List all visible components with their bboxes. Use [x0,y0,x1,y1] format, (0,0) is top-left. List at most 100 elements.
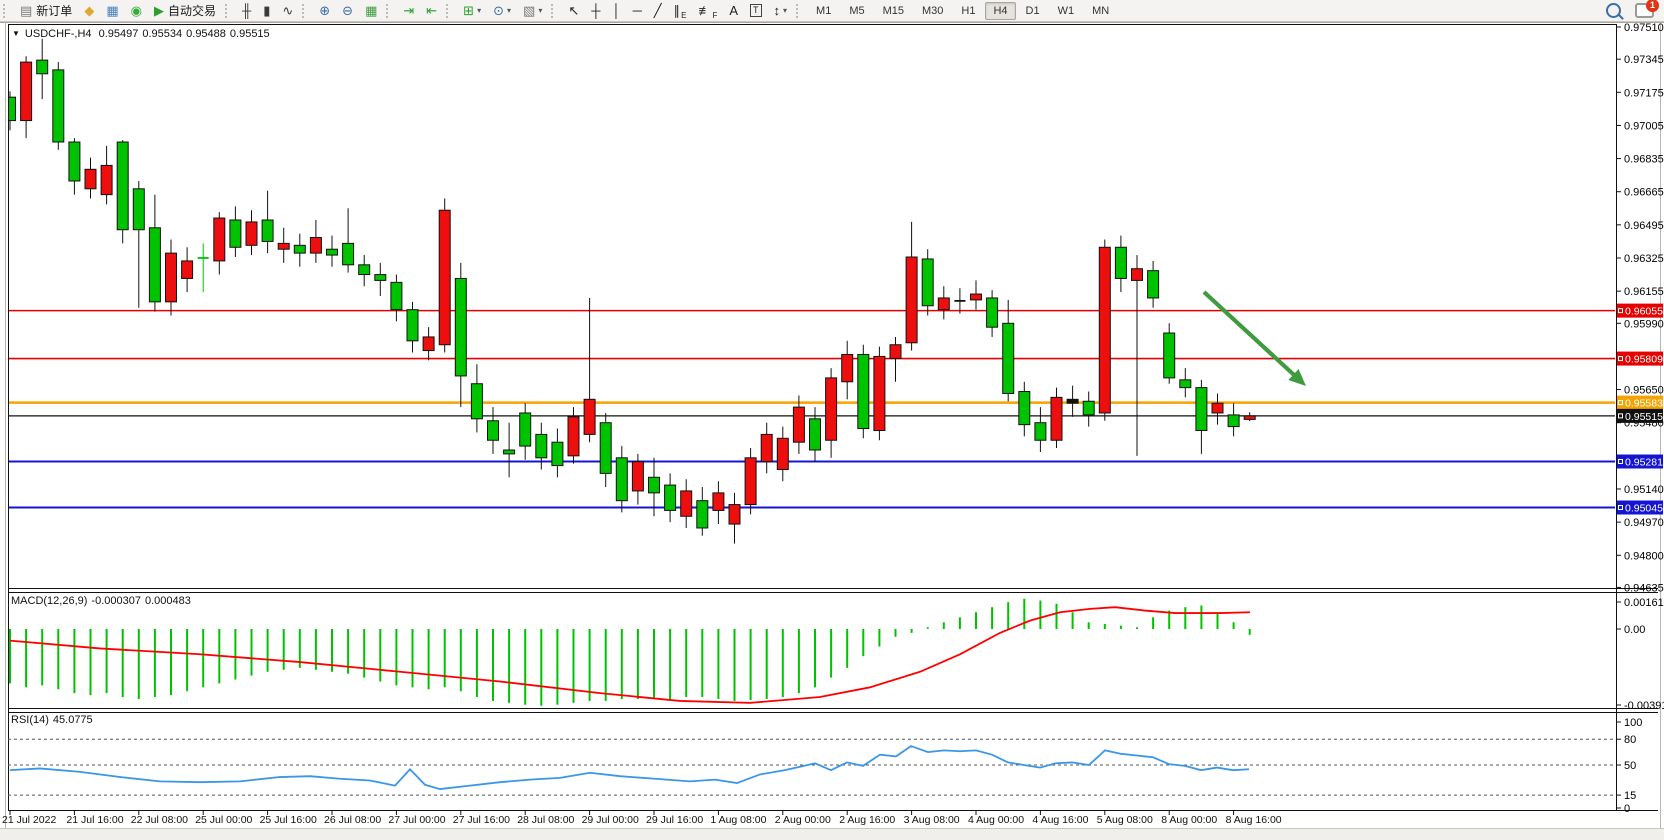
svg-text:8 Aug 00:00: 8 Aug 00:00 [1161,814,1217,826]
toolbar-right: 1 [1606,0,1664,18]
svg-text:2 Aug 16:00: 2 Aug 16:00 [839,814,895,826]
svg-text:8 Aug 16:00: 8 Aug 16:00 [1226,814,1282,826]
svg-text:29 Jul 16:00: 29 Jul 16:00 [646,814,703,826]
text-label-button[interactable]: T [745,0,767,21]
templates-dropdown-icon[interactable]: ▾ [538,6,543,15]
zoom-out-button[interactable]: ⊖ [337,0,358,21]
svg-text:0.95281: 0.95281 [1625,456,1663,468]
auto-scroll-icon: ⇥ [403,3,415,18]
toolbar-grip [796,3,803,18]
timeframe-h4-button[interactable]: H4 [985,1,1016,20]
svg-text:21 Jul 16:00: 21 Jul 16:00 [66,814,123,826]
periods-button[interactable]: ⊙ ▾ [488,0,516,21]
zoom-in-icon: ⊕ [319,3,331,18]
horizontal-line-objects[interactable] [8,309,1616,509]
line-chart-mode-button[interactable]: ∿ [277,0,298,21]
timeframe-m5-button[interactable]: M5 [849,4,865,17]
signals-button[interactable]: ◉ [126,0,147,21]
svg-text:0.95583: 0.95583 [1625,398,1663,410]
timeframe-m1-button[interactable]: M1 [816,4,832,17]
equidistant-channel-letter: E [681,11,687,20]
toolbar-groups: ▤ 新订单 ◆ ▦ ◉ ▶ 自动交易 ╫ ▮ ∿ ⊕ ⊖ ▦ ⇥ ⇤ ⊞ ▾ ⊙ ▾ ▧ ▾ ↖ ┼ │ ─ ╱ ∥ E ≢ F A T ↕ ▾ M… [0,0,1118,21]
ohlc-close: 0.95515 [229,28,270,40]
indicators-dropdown-icon[interactable]: ▾ [477,6,482,15]
time-axis: 21 Jul 2022 21 Jul 16:00 22 Jul 08:00 25 Ju… [2,810,1282,826]
autotrading-button[interactable]: ▶ 自动交易 [149,0,221,21]
macd-indicator-label: MACD(12,26,9) -0.000307 0.000483 [11,595,191,607]
svg-text:0.00: 0.00 [1624,624,1645,636]
svg-text:-0.00391: -0.00391 [1624,700,1664,712]
equidistant-channel-button[interactable]: ∥ E [669,0,692,21]
svg-text:3 Aug 08:00: 3 Aug 08:00 [904,814,960,826]
toolbar-grip [302,3,309,18]
cursor-button[interactable]: ↖ [563,0,584,21]
price-badge: 0.96055 [1617,303,1663,318]
timeframe-w1-button[interactable]: W1 [1057,4,1075,17]
trend-arrow-object[interactable] [1202,290,1306,386]
bar-chart-mode-button[interactable]: ╫ [237,0,256,21]
horizontal-line-button[interactable]: ─ [628,0,647,21]
chat-icon[interactable]: 1 [1635,0,1659,18]
svg-text:0.96155: 0.96155 [1624,286,1664,298]
svg-text:26 Jul 08:00: 26 Jul 08:00 [324,814,381,826]
svg-text:0: 0 [1624,803,1630,815]
cursor-icon: ↖ [568,3,580,18]
text-button[interactable]: A [724,0,743,21]
svg-text:0.95809: 0.95809 [1625,354,1663,366]
fibonacci-button[interactable]: ≢ F [693,0,722,21]
new-order-button[interactable]: ▤ 新订单 [15,0,77,21]
arrows-tool-button[interactable]: ↕ ▾ [769,0,793,21]
gold-diamond-icon: ◆ [84,3,95,18]
tile-windows-button[interactable]: ▦ [360,0,382,21]
svg-text:50: 50 [1624,760,1636,772]
crosshair-button[interactable]: ┼ [586,0,605,21]
svg-text:22 Jul 08:00: 22 Jul 08:00 [131,814,188,826]
auto-scroll-button[interactable]: ⇥ [398,0,419,21]
toolbar-grip [224,3,232,18]
svg-text:0.00161: 0.00161 [1624,597,1664,609]
clock-icon: ⊙ [493,3,504,18]
svg-text:0.95990: 0.95990 [1624,318,1664,330]
toolbar-grip [551,3,558,18]
rsi-panel[interactable]: 100 80 50 150 [8,717,1642,815]
price-badge: 0.95045 [1617,500,1663,515]
price-badge: 0.95583 [1617,395,1663,410]
arrows-tool-dropdown-icon[interactable]: ▾ [783,6,788,15]
timeframe-m30-button[interactable]: M30 [922,4,944,17]
hline-icon: ─ [632,3,642,18]
collapse-icon[interactable]: ▼ [12,29,20,38]
zoom-in-button[interactable]: ⊕ [314,0,335,21]
timeframe-d1-button[interactable]: D1 [1025,4,1040,17]
chart-title: ▼ USDCHF-,H4 0.95497 0.95534 0.95488 0.95515 [12,28,274,40]
macd-panel[interactable]: 0.00161 0.00 -0.00391 [9,597,1664,712]
svg-text:27 Jul 00:00: 27 Jul 00:00 [388,814,445,826]
svg-text:5 Aug 08:00: 5 Aug 08:00 [1097,814,1153,826]
toolbar-grip [3,3,10,18]
metaquotes-button[interactable]: ◆ [79,0,99,21]
trendline-button[interactable]: ╱ [649,0,667,21]
svg-text:100: 100 [1624,717,1642,729]
svg-text:0.96835: 0.96835 [1624,154,1664,166]
search-icon[interactable] [1606,3,1621,18]
candle-chart-mode-button[interactable]: ▮ [258,0,275,21]
chart-shift-button[interactable]: ⇤ [421,0,442,21]
svg-text:27 Jul 16:00: 27 Jul 16:00 [453,814,510,826]
macd-signal-line [9,606,1251,704]
timeframe-m15-button[interactable]: M15 [882,4,905,17]
svg-text:0.95515: 0.95515 [1625,411,1663,423]
timeframe-h1-button[interactable]: H1 [961,4,976,17]
timeframe-mn-button[interactable]: MN [1092,4,1110,17]
ohlc-bars-icon: ╫ [241,3,252,18]
fibonacci-letter: F [712,11,718,20]
templates-button[interactable]: ▧ ▾ [518,0,547,21]
label-icon: T [750,4,762,17]
toolbar: ▤ 新订单 ◆ ▦ ◉ ▶ 自动交易 ╫ ▮ ∿ ⊕ ⊖ ▦ ⇥ ⇤ ⊞ ▾ ⊙ ▾ ▧ ▾ ↖ ┼ │ ─ ╱ ∥ E ≢ F A T ↕ ▾ M… [0,0,1664,22]
fibo-icon: ≢ [698,3,712,18]
indicators-button[interactable]: ⊞ ▾ [458,0,486,21]
vertical-line-button[interactable]: │ [607,0,625,21]
add-indicator-icon: ⊞ [463,3,475,18]
periods-dropdown-icon[interactable]: ▾ [507,6,512,15]
new-chart-button[interactable]: ▦ [101,0,123,21]
price-badge: 0.95515 [1617,408,1663,423]
